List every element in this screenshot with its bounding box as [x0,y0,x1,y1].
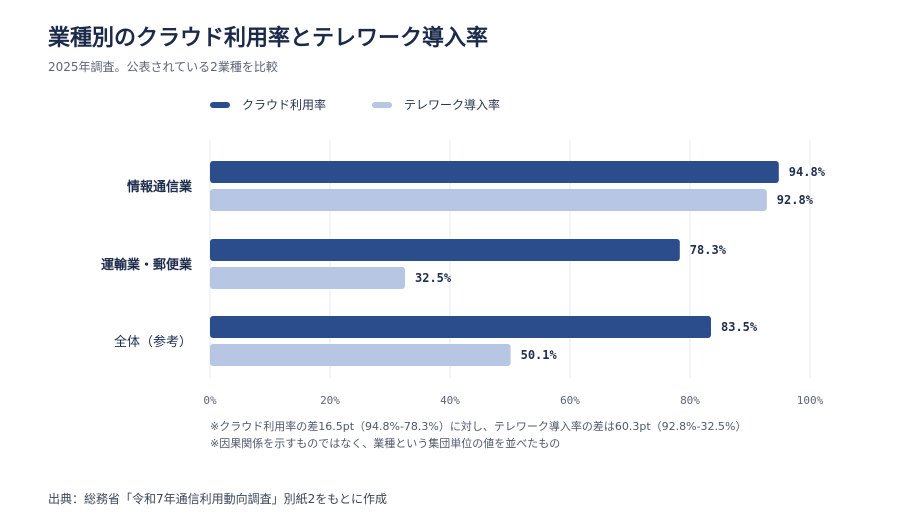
bar [210,267,405,289]
legend-label-cloud: クラウド利用率 [242,98,327,112]
data-label: 92.8% [777,193,814,207]
chart-subtitle: 2025年調査。公表されている2業種を比較 [48,60,278,74]
x-tick-label: 60% [560,394,580,407]
x-tick-label: 80% [680,394,700,407]
legend-label-telework: テレワーク導入率 [404,98,501,112]
legend: クラウド利用率 テレワーク導入率 [210,96,500,113]
source-note: 出典：総務省「令和7年通信利用動向調査」別紙2をもとに作成 [48,492,388,506]
note-line-1: ※クラウド利用率の差16.5pt（94.8%-78.3%）に対し、テレワーク導入… [210,420,747,433]
category-label: 情報通信業 [127,179,193,195]
x-tick-label: 0% [203,394,217,407]
chart-title: 業種別のクラウド利用率とテレワーク導入率 [48,26,489,51]
data-label: 94.8% [789,165,826,179]
category-label: 全体（参考） [114,334,192,350]
legend-swatch-telework [372,101,393,108]
bar [210,161,779,183]
legend-swatch-cloud [210,101,230,108]
legend-item-cloud: クラウド利用率 [210,96,326,113]
bar [210,316,711,338]
chart-notes: ※クラウド利用率の差16.5pt（94.8%-78.3%）に対し、テレワーク導入… [210,418,747,452]
data-label: 83.5% [721,320,758,334]
data-label: 32.5% [415,271,452,285]
note-line-2: ※因果関係を示すものではなく、業種という集団単位の値を並べたもの [210,437,561,450]
bar [210,239,680,261]
legend-item-telework: テレワーク導入率 [372,96,500,113]
category-label: 運輸業・郵便業 [101,257,193,273]
bar [210,189,767,211]
data-label: 50.1% [521,348,558,362]
x-tick-label: 100% [797,394,824,407]
bar [210,344,511,366]
data-label: 78.3% [690,243,727,257]
x-tick-label: 40% [440,394,460,407]
x-tick-label: 20% [320,394,340,407]
